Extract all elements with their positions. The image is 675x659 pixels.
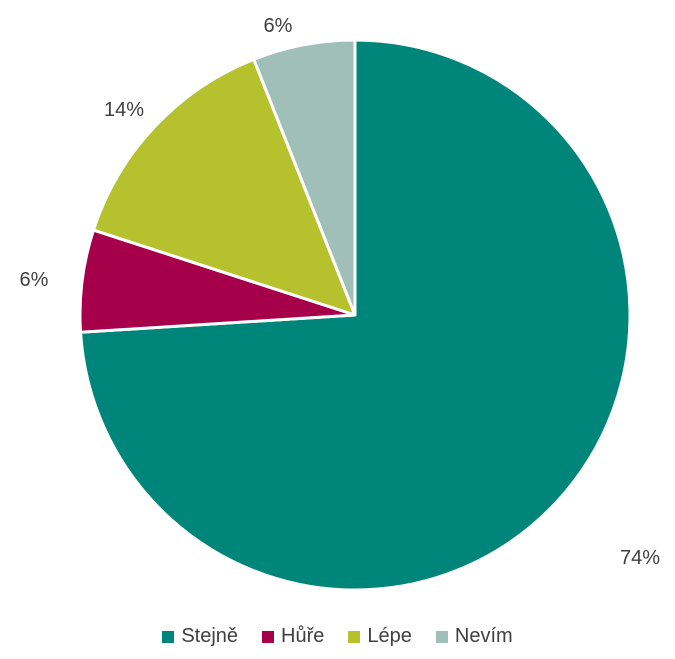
data-label-stejne: 74% (620, 547, 660, 569)
pie-data-labels: 74% 6% 14% 6% (20, 15, 661, 569)
pie-slice-nevim (252, 38, 357, 317)
data-label-lepe: 14% (104, 99, 144, 121)
data-label-nevim: 6% (264, 15, 293, 37)
legend-label: Nevím (454, 625, 513, 647)
chart-legend: Stejně Hůře Lépe Nevím (0, 625, 675, 648)
data-label-hure: 6% (20, 269, 49, 291)
legend-swatch (162, 630, 175, 643)
legend-item-hure: Hůře (262, 625, 324, 648)
legend-label: Stejně (181, 625, 239, 647)
pie-slices (78, 38, 632, 592)
legend-swatch (348, 630, 361, 643)
legend-label: Lépe (367, 625, 412, 647)
pie-slice-lepe (91, 57, 357, 317)
legend-item-nevim: Nevím (435, 625, 513, 648)
legend-item-stejne: Stejně (162, 625, 238, 648)
legend-item-lepe: Lépe (348, 625, 412, 648)
legend-swatch (435, 630, 448, 643)
legend-label: Hůře (281, 625, 325, 647)
legend-swatch (262, 630, 275, 643)
